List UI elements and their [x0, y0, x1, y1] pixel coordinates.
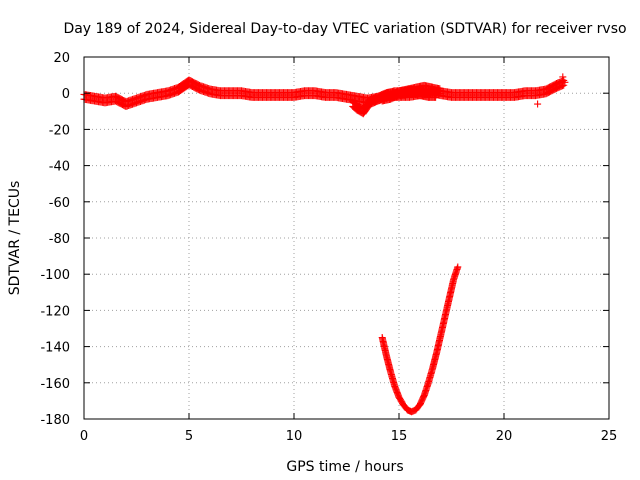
y-tick-label: -100	[40, 268, 70, 283]
x-tick-label: 25	[601, 429, 618, 444]
y-tick-label: -80	[49, 232, 70, 247]
dip-arc-marker	[454, 263, 462, 271]
y-tick-label: 0	[62, 87, 70, 102]
axis-ticks	[83, 56, 610, 420]
data-markers	[80, 73, 569, 416]
y-tick-label: -40	[49, 160, 70, 175]
outliers-marker	[559, 73, 567, 81]
chart-title: Day 189 of 2024, Sidereal Day-to-day VTE…	[63, 21, 626, 37]
x-tick-label: 15	[391, 429, 408, 444]
y-tick-label: -140	[40, 341, 70, 356]
y-tick-label: -160	[40, 377, 70, 392]
y-tick-label: -120	[40, 304, 70, 319]
y-tick-label: -60	[49, 196, 70, 211]
main-band-marker	[561, 78, 569, 86]
y-axis-label: SDTVAR / TECUs	[7, 181, 23, 296]
outliers-marker	[534, 100, 542, 108]
x-tick-label: 20	[496, 429, 513, 444]
main-band-marker	[560, 81, 568, 89]
x-tick-label: 10	[286, 429, 303, 444]
x-axis-label: GPS time / hours	[286, 459, 403, 475]
y-tick-label: -180	[40, 413, 70, 428]
y-tick-label: 20	[53, 51, 70, 66]
x-tick-label: 5	[185, 429, 193, 444]
plot-frame	[83, 56, 610, 420]
x-tick-label: 0	[80, 429, 88, 444]
upper-branch-marker	[437, 87, 445, 95]
y-tick-label: -20	[49, 123, 70, 138]
grid-lines	[84, 57, 609, 419]
tick-labels: 0 5 10 15 20 25 20 0 -20 -40 -60 -80 -100 -120 -140 -16…	[40, 51, 617, 444]
